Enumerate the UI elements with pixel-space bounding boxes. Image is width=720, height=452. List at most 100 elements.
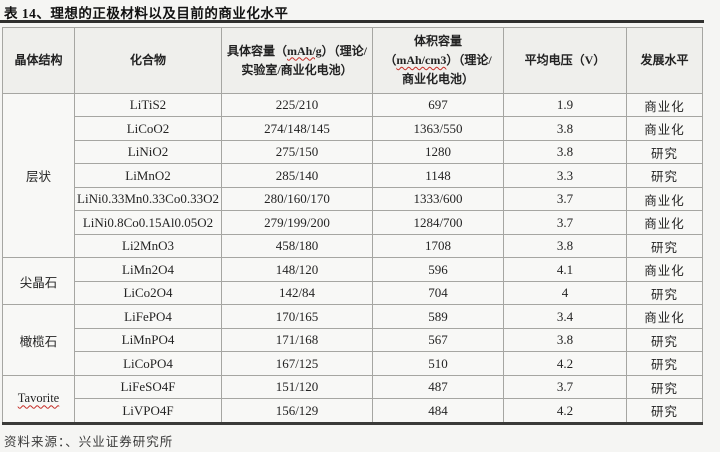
specific-capacity-cell: 170/165 [221,304,373,329]
table-row: LiNi0.33Mn0.33Co0.33O2 280/160/170 1333/60… [3,186,703,212]
specific-capacity-cell: 156/129 [221,398,373,424]
volumetric-capacity-cell: 1280 [372,139,504,165]
development-cell: 商业化 [626,257,703,282]
avg-voltage-cell: 3.8 [503,116,627,141]
development-cell: 研究 [626,327,703,353]
table-row: Tavorite LiFeSO4F 151/120 487 3.7 研究 [2,374,703,425]
table-row: 橄榄石 LiFePO4 170/165 589 3.4 商业化 [2,304,703,376]
table-header: 晶体结构 化合物 具体容量（mAh/g）（理论/实验室/商业化电池） 体积容量 （mAh… [2,27,703,94]
specific-capacity-cell: 279/199/200 [221,210,373,235]
compound-cell: LiTiS2 [74,92,222,118]
specific-capacity-cell: 167/125 [221,351,373,376]
compound-cell: LiFeSO4F [74,374,222,400]
volumetric-capacity-cell: 487 [372,374,504,400]
specific-capacity-cell: 280/160/170 [221,186,373,212]
avg-voltage-cell: 3.8 [503,139,627,165]
development-cell: 商业化 [626,92,703,118]
specific-capacity-cell: 274/148/145 [221,116,373,141]
avg-voltage-cell: 4.1 [503,257,627,282]
compound-cell: Li2MnO3 [74,233,222,259]
column-header-development: 发展水平 [626,27,703,94]
volumetric-capacity-cell: 697 [372,92,504,118]
compound-cell: LiMnO2 [74,163,222,188]
table-row: LiCoPO4 167/125 510 4.2 研究 [3,351,703,376]
table-row: LiMnO2 285/140 1148 3.3 研究 [3,163,703,188]
table-header-row: 晶体结构 化合物 具体容量（mAh/g）（理论/实验室/商业化电池） 体积容量 （mAh… [2,27,703,94]
avg-voltage-cell: 4.2 [503,351,627,376]
volumetric-capacity-cell: 704 [372,280,504,306]
compound-cell: LiNiO2 [74,139,222,165]
source-note: 资料来源：、兴业证券研究所 [4,435,174,449]
column-header-compound: 化合物 [74,27,222,94]
compound-cell: LiFePO4 [74,304,222,329]
cathode-materials-table: 晶体结构 化合物 具体容量（mAh/g）（理论/实验室/商业化电池） 体积容量 （mAh… [2,27,703,425]
spellcheck-underline: Tavorite [17,391,60,406]
table-row: Li2MnO3 458/180 1708 3.8 研究 [3,233,703,259]
avg-voltage-cell: 3.3 [503,163,627,188]
development-cell: 商业化 [626,304,703,329]
crystal-structure-cell: 层状 [2,92,75,259]
volumetric-capacity-cell: 1708 [372,233,504,259]
avg-voltage-cell: 3.8 [503,233,627,259]
table-row: LiCoO2 274/148/145 1363/550 3.8 商业化 [3,116,703,141]
table-body: 层状 LiTiS2 225/210 697 1.9 商业化 LiCoO2 274/148/14… [2,92,703,425]
spellcheck-underline: mAh/g [287,43,322,58]
volumetric-capacity-cell: 1333/600 [372,186,504,212]
table-row: LiMnPO4 171/168 567 3.8 研究 [3,327,703,353]
specific-capacity-cell: 275/150 [221,139,373,165]
avg-voltage-cell: 3.7 [503,374,627,400]
volumetric-capacity-cell: 596 [372,257,504,282]
avg-voltage-cell: 3.7 [503,210,627,235]
development-cell: 研究 [626,233,703,259]
volumetric-capacity-cell: 567 [372,327,504,353]
compound-cell: LiVPO4F [74,398,222,424]
volumetric-capacity-cell: 1363/550 [372,116,504,141]
avg-voltage-cell: 3.8 [503,327,627,353]
specific-capacity-cell: 225/210 [221,92,373,118]
avg-voltage-cell: 3.4 [503,304,627,329]
table-row: LiCo2O4 142/84 704 4 研究 [3,280,703,306]
volumetric-capacity-cell: 1148 [372,163,504,188]
column-header-specific_capacity: 具体容量（mAh/g）（理论/实验室/商业化电池） [221,27,373,94]
development-cell: 研究 [626,374,703,400]
table-row: LiVPO4F 156/129 484 4.2 研究 [3,398,703,424]
compound-cell: LiMn2O4 [74,257,222,282]
avg-voltage-cell: 1.9 [503,92,627,118]
development-cell: 商业化 [626,186,703,212]
avg-voltage-cell: 3.7 [503,186,627,212]
crystal-structure-cell: Tavorite [2,374,75,425]
avg-voltage-cell: 4.2 [503,398,627,424]
specific-capacity-cell: 151/120 [221,374,373,400]
development-cell: 研究 [626,163,703,188]
specific-capacity-cell: 458/180 [221,233,373,259]
compound-cell: LiMnPO4 [74,327,222,353]
specific-capacity-cell: 142/84 [221,280,373,306]
column-header-avg_voltage: 平均电压（V） [503,27,627,94]
compound-cell: LiNi0.8Co0.15Al0.05O2 [74,210,222,235]
page-title: 表 14、理想的正极材料以及目前的商业化水平 [4,6,289,21]
crystal-structure-cell: 橄榄石 [2,304,75,376]
specific-capacity-cell: 285/140 [221,163,373,188]
crystal-structure-cell: 尖晶石 [2,257,75,306]
column-header-structure: 晶体结构 [2,27,75,94]
volumetric-capacity-cell: 1284/700 [372,210,504,235]
avg-voltage-cell: 4 [503,280,627,306]
spellcheck-underline: mAh/cm3 [396,53,447,67]
specific-capacity-cell: 148/120 [221,257,373,282]
volumetric-capacity-cell: 510 [372,351,504,376]
column-header-volumetric_capacity: 体积容量 （mAh/cm3）（理论/商业化电池） [372,27,504,94]
development-cell: 商业化 [626,210,703,235]
development-cell: 研究 [626,139,703,165]
compound-cell: LiCoPO4 [74,351,222,376]
development-cell: 研究 [626,280,703,306]
table-row: LiNi0.8Co0.15Al0.05O2 279/199/200 1284/700… [3,210,703,235]
table-row: 层状 LiTiS2 225/210 697 1.9 商业化 [2,92,703,259]
volumetric-capacity-cell: 589 [372,304,504,329]
volumetric-capacity-cell: 484 [372,398,504,424]
title-underline-rule [0,20,704,23]
table-row: 尖晶石 LiMn2O4 148/120 596 4.1 商业化 [2,257,703,306]
development-cell: 研究 [626,351,703,376]
specific-capacity-cell: 171/168 [221,327,373,353]
compound-cell: LiCoO2 [74,116,222,141]
development-cell: 商业化 [626,116,703,141]
